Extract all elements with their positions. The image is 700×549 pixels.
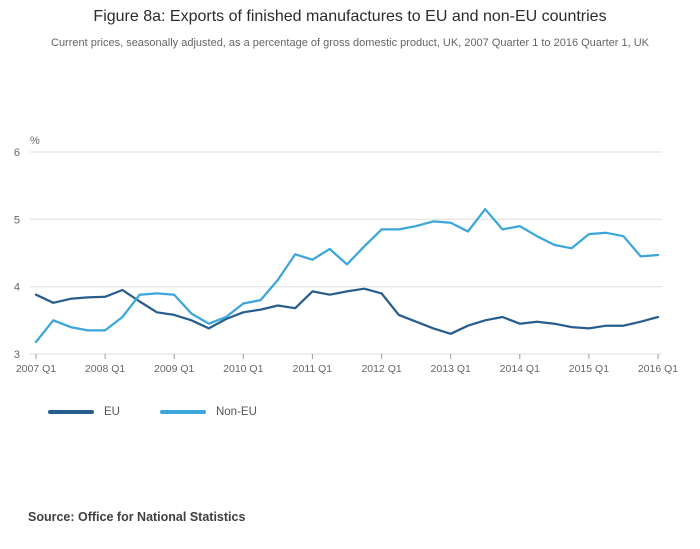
x-axis-tick-label: 2012 Q1 [361, 363, 401, 375]
x-axis-tick-label: 2008 Q1 [85, 363, 125, 375]
y-axis-unit-label: % [30, 135, 40, 147]
series-line-eu [34, 287, 660, 335]
series-line-noneu [34, 208, 660, 344]
chart-subtitle: Current prices, seasonally adjusted, as … [51, 37, 649, 49]
legend-item-non-eu: Non-EU [159, 406, 257, 418]
x-axis-tick-label: 2015 Q1 [569, 363, 609, 375]
y-axis-tick-label: 3 [14, 349, 20, 361]
legend-label-non-eu: Non-EU [215, 406, 257, 418]
legend-swatch-non-eu [159, 410, 206, 414]
x-axis-tick-label: 2010 Q1 [223, 363, 263, 375]
x-axis-tick-label: 2009 Q1 [154, 363, 194, 375]
y-axis-tick-label: 4 [14, 282, 20, 294]
chart-legend: EU Non-EU [48, 406, 257, 418]
x-axis-tick-label: 2014 Q1 [500, 363, 540, 375]
x-axis-tick-label: 2013 Q1 [431, 363, 471, 375]
chart-title: Figure 8a: Exports of finished manufactu… [93, 8, 607, 25]
legend-swatch-eu [48, 410, 94, 414]
line-chart-svg: 3 4 5 6% 2007 Q1 2008 Q1 2009 Q1 2010 Q1 2011 Q1… [14, 135, 678, 375]
x-axis-tick-label: 2016 Q1 [638, 363, 678, 375]
legend-item-eu: EU [48, 406, 120, 418]
legend-label-eu: EU [104, 406, 120, 418]
x-axis-tick-label: 2011 Q1 [293, 363, 333, 375]
y-axis-tick-label: 5 [14, 214, 20, 226]
x-axis-tick-label: 2007 Q1 [16, 363, 56, 375]
source-attribution: Source: Office for National Statistics [28, 510, 246, 524]
y-axis-tick-label: 6 [14, 147, 20, 159]
